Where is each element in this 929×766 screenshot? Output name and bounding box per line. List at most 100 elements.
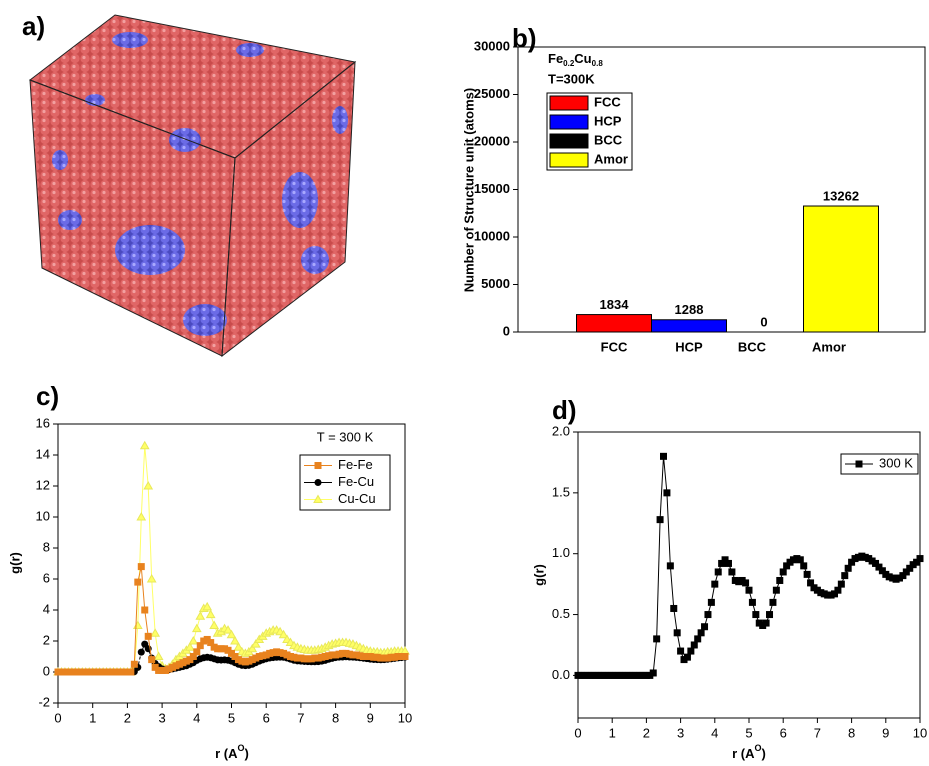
marker <box>777 577 783 583</box>
fraction: 0.2 <box>563 59 575 68</box>
y-tick-label: 4 <box>43 601 50 616</box>
legend-swatch <box>550 153 588 167</box>
marker <box>763 620 769 626</box>
marker <box>402 654 408 660</box>
y-axis-label: g(r) <box>7 552 22 574</box>
marker <box>705 612 711 618</box>
x-axis-label: r (AO) <box>215 743 249 761</box>
marker <box>315 463 321 469</box>
marker <box>142 607 148 613</box>
marker <box>315 479 322 486</box>
marker <box>148 575 156 582</box>
marker <box>138 564 144 570</box>
marker <box>684 654 690 660</box>
x-tick-label: 1 <box>89 710 96 725</box>
value-label: 0 <box>760 314 767 329</box>
fraction: 0.8 <box>592 59 604 68</box>
legend-label: Amor <box>594 151 628 166</box>
x-tick-label: 1 <box>609 725 616 740</box>
x-tick-label: 2 <box>643 725 650 740</box>
x-label-part: r (A <box>215 746 238 761</box>
annotation: T=300K <box>548 71 595 86</box>
marker <box>767 612 773 618</box>
legend-label: HCP <box>594 113 622 128</box>
marker <box>780 569 786 575</box>
x-label-sup: O <box>755 743 762 753</box>
x-tick-label: 9 <box>882 725 889 740</box>
marker <box>210 622 218 629</box>
marker <box>770 599 776 605</box>
panel-label: a) <box>22 11 45 41</box>
x-tick-label: 6 <box>263 710 270 725</box>
series-markers <box>55 564 408 675</box>
y-tick-label: 10000 <box>474 228 510 243</box>
x-tick-label: 5 <box>228 710 235 725</box>
marker <box>842 573 848 579</box>
bar <box>577 315 652 332</box>
x-tick-label: 9 <box>367 710 374 725</box>
marker <box>196 612 204 619</box>
x-tick-label: 7 <box>814 725 821 740</box>
x-tick-label: 4 <box>193 710 200 725</box>
marker <box>654 636 660 642</box>
y-tick-label: 25000 <box>474 86 510 101</box>
marker <box>193 625 201 632</box>
y-axis-label: g(r) <box>531 564 546 586</box>
legend-swatch <box>550 96 588 110</box>
legend-swatch <box>550 115 588 129</box>
x-tick-label: FCC <box>601 339 628 354</box>
x-tick-label: 4 <box>711 725 718 740</box>
y-tick-label: 2 <box>43 632 50 647</box>
bar <box>804 206 879 332</box>
series-markers <box>575 453 923 678</box>
x-label-part: ) <box>762 746 766 761</box>
marker <box>749 599 755 605</box>
y-tick-label: 8 <box>43 539 50 554</box>
marker <box>137 513 145 520</box>
marker <box>712 581 718 587</box>
y-tick-label: 0.0 <box>552 667 570 682</box>
marker <box>145 633 151 639</box>
legend-label: Cu-Cu <box>338 491 376 506</box>
marker <box>189 637 197 644</box>
marker <box>131 661 137 667</box>
marker <box>135 579 141 585</box>
x-tick-label: 7 <box>297 710 304 725</box>
x-tick-label: 2 <box>124 710 131 725</box>
x-label-sup: O <box>238 743 245 753</box>
marker <box>650 670 656 676</box>
marker <box>773 587 779 593</box>
composition: Fe0.2Cu0.8 <box>548 51 603 68</box>
marker <box>845 565 851 571</box>
marker <box>698 630 704 636</box>
panel-label: b) <box>512 23 537 53</box>
element: Fe <box>548 51 563 66</box>
x-tick-label: 0 <box>574 725 581 740</box>
marker <box>661 453 667 459</box>
legend-label: FCC <box>594 94 621 109</box>
y-tick-label: 0 <box>503 323 510 338</box>
marker <box>725 560 731 566</box>
marker <box>801 563 807 569</box>
marker <box>797 557 803 563</box>
y-tick-label: 6 <box>43 570 50 585</box>
value-label: 13262 <box>823 188 859 203</box>
y-tick-label: 16 <box>36 415 50 430</box>
y-tick-label: -2 <box>38 694 50 709</box>
x-tick-label: 5 <box>745 725 752 740</box>
x-tick-label: 6 <box>780 725 787 740</box>
y-tick-label: 12 <box>36 477 50 492</box>
marker <box>856 461 862 467</box>
marker <box>835 587 841 593</box>
x-axis-label: r (AO) <box>732 743 766 761</box>
marker <box>804 571 810 577</box>
x-label-part: r (A <box>732 746 755 761</box>
marker <box>715 569 721 575</box>
x-tick-label: Amor <box>812 339 846 354</box>
y-tick-label: 2.0 <box>552 423 570 438</box>
marker <box>194 649 200 655</box>
x-tick-label: 10 <box>398 710 412 725</box>
y-tick-label: 0.5 <box>552 606 570 621</box>
y-tick-label: 1.5 <box>552 484 570 499</box>
x-tick-label: 3 <box>158 710 165 725</box>
